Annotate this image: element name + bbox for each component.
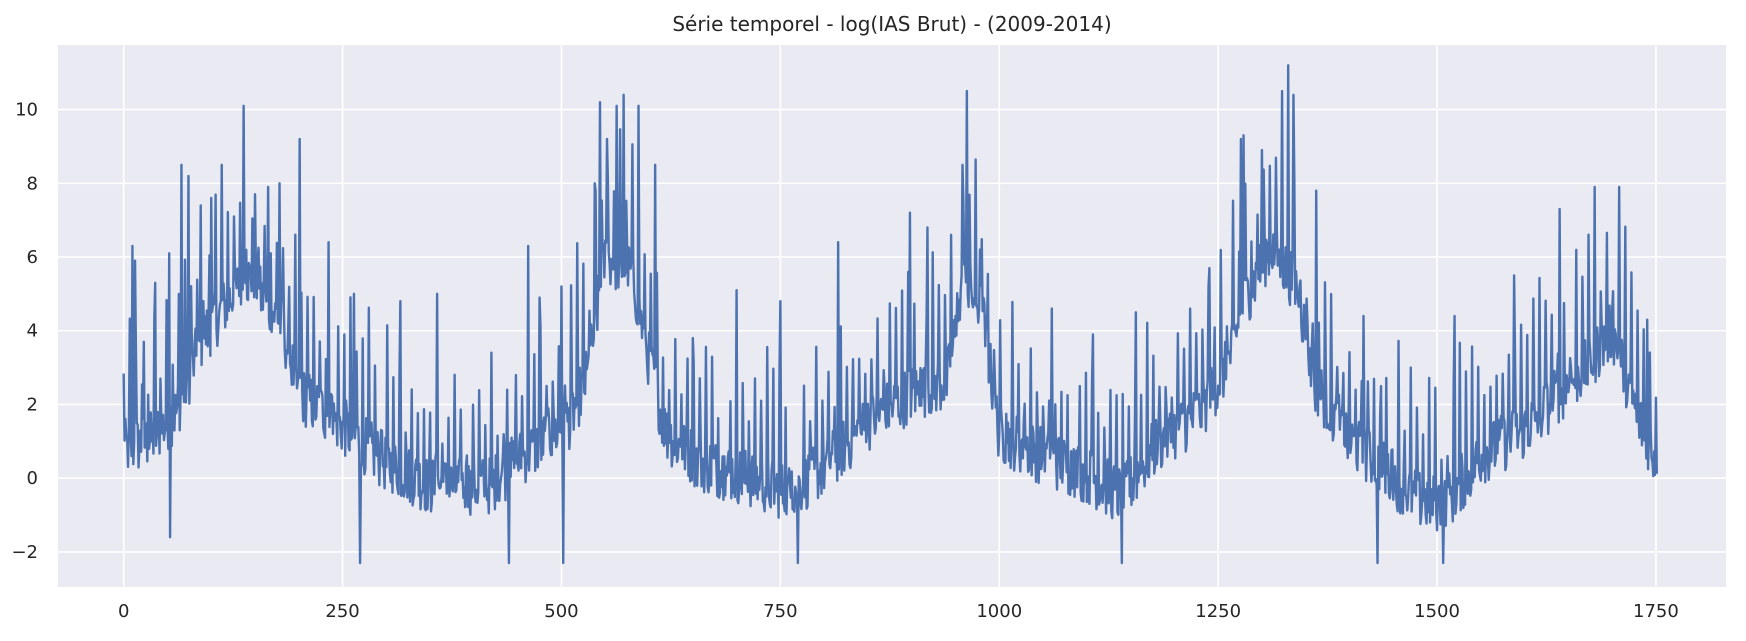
series-path: [122, 64, 1659, 565]
x-tick-label: 1500: [1414, 601, 1460, 622]
y-tick-label: 6: [27, 247, 38, 268]
chart-title: Série temporel - log(IAS Brut) - (2009-2…: [672, 12, 1111, 36]
y-tick-label: 0: [27, 468, 38, 489]
x-tick-label: 1750: [1633, 601, 1679, 622]
y-tick-label: 2: [27, 394, 38, 415]
plot-area: [58, 45, 1726, 587]
x-tick-label: 500: [544, 601, 578, 622]
y-tick-label: 4: [27, 321, 38, 342]
y-axis: −2 0 2 4 6 8 10: [11, 100, 38, 563]
x-tick-label: 1250: [1195, 601, 1241, 622]
x-axis: 0 250 500 750 1000 1250 1500 1750: [118, 601, 1679, 622]
x-tick-label: 750: [763, 601, 797, 622]
x-tick-label: 1000: [976, 601, 1022, 622]
y-tick-label: 10: [15, 100, 38, 121]
x-tick-label: 0: [118, 601, 129, 622]
x-tick-label: 250: [325, 601, 359, 622]
y-tick-label: −2: [11, 542, 38, 563]
y-tick-label: 8: [27, 173, 38, 194]
series-line: [122, 64, 1659, 565]
